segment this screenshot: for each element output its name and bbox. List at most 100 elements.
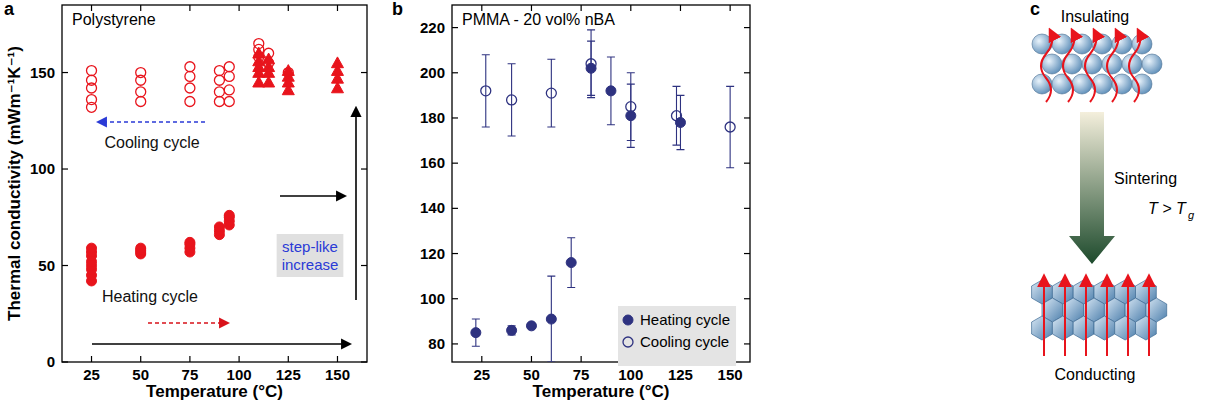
legend-marker (623, 315, 633, 325)
panel-letter: a (4, 0, 15, 19)
x-tick (531, 356, 532, 362)
x-tick-label: 125 (276, 366, 301, 383)
heat-path (1063, 30, 1074, 102)
x-tick (238, 356, 239, 362)
x-tick-label: 75 (573, 366, 590, 383)
data-point (224, 96, 234, 106)
trend-arrow (280, 195, 345, 197)
y-tick-label: 100 (420, 290, 445, 307)
panel-letter: c (1030, 0, 1040, 19)
y-tick-label: 180 (420, 109, 445, 126)
annotation-box (277, 234, 344, 277)
y-tick-label: 200 (420, 64, 445, 81)
annotation: Heating cycle (102, 288, 198, 305)
data-point (224, 71, 234, 81)
annotation-line: increase (282, 256, 339, 273)
legend-marker (623, 337, 633, 347)
annotation-line: step-like (282, 238, 338, 255)
panel-title: Polystyrene (72, 11, 156, 28)
x-axis-title: Temperature (°C) (146, 382, 283, 401)
legend-label: Heating cycle (640, 311, 730, 328)
panel-title: PMMA - 20 vol% nBA (462, 11, 615, 28)
x-tick-label: 150 (718, 366, 743, 383)
grain (1032, 316, 1053, 340)
data-point (586, 59, 596, 69)
heat-path (1043, 276, 1045, 356)
data-point (507, 325, 517, 335)
heat-path (1085, 276, 1087, 356)
data-group (87, 39, 344, 286)
x-tick-top (730, 5, 731, 11)
data-point (87, 75, 97, 85)
y-tick (452, 117, 458, 118)
data-point (224, 62, 234, 72)
grain (1115, 316, 1136, 340)
error-bar (567, 238, 575, 288)
error-bar (547, 59, 555, 127)
panel-letter: b (392, 0, 403, 19)
data-point (87, 243, 97, 253)
y-axis-title: Thermal conductivity (mWm⁻¹K⁻¹) (5, 46, 24, 321)
data-point (185, 237, 195, 247)
condition-label: T > T (1148, 200, 1187, 217)
y-tick (452, 343, 458, 344)
cooling-arrow (98, 121, 205, 123)
y-tick (62, 265, 68, 266)
data-point (264, 48, 274, 58)
grain (1094, 316, 1115, 340)
x-tick (581, 356, 582, 362)
data-point (671, 111, 681, 121)
y-tick-label: 80 (428, 335, 445, 352)
x-tick-label: 25 (83, 366, 100, 383)
y-tick (62, 361, 68, 362)
y-tick-right (361, 361, 367, 362)
x-tick (481, 356, 482, 362)
y-tick-right (744, 72, 750, 73)
data-point (87, 95, 97, 105)
y-tick-label: 160 (420, 154, 445, 171)
data-point (214, 87, 224, 97)
heating-arrow (148, 322, 228, 324)
data-point (224, 85, 234, 95)
x-tick (337, 356, 338, 362)
x-tick (288, 356, 289, 362)
x-axis-title: Temperature (°C) (533, 382, 670, 401)
data-point (566, 258, 576, 268)
x-tick-label: 25 (473, 366, 490, 383)
y-tick-right (361, 265, 367, 266)
particle (1132, 34, 1152, 54)
data-point (331, 57, 343, 68)
y-tick-right (744, 298, 750, 299)
heat-path (1127, 276, 1129, 356)
y-tick (452, 27, 458, 28)
x-tick-label: 50 (132, 366, 149, 383)
heat-path (1085, 30, 1096, 102)
data-point (626, 102, 636, 112)
data-point (507, 95, 517, 105)
heat-path (1064, 276, 1066, 356)
y-tick-label: 0 (47, 353, 55, 370)
legend: Heating cycleCooling cycle (618, 306, 736, 366)
x-tick-label: 100 (227, 366, 252, 383)
x-tick-top (238, 5, 239, 11)
data-point (136, 68, 146, 78)
annotation: step-likeincrease (282, 238, 339, 273)
y-tick-right (361, 72, 367, 73)
annotations: Cooling cycleHeating cyclestep-likeincre… (92, 108, 356, 344)
data-point (283, 68, 293, 78)
data-point (214, 222, 224, 232)
particle (1052, 34, 1072, 54)
y-tick (452, 163, 458, 164)
y-tick (452, 72, 458, 73)
data-point (725, 122, 735, 132)
legend-background (618, 306, 736, 366)
error-bar (672, 86, 680, 145)
y-tick-label: 220 (420, 19, 445, 36)
y-tick-right (744, 253, 750, 254)
x-tick-label: 50 (523, 366, 540, 383)
y-tick-label: 50 (38, 257, 55, 274)
data-point (214, 66, 224, 76)
process-arrow (1069, 112, 1115, 264)
data-point (185, 71, 195, 81)
y-tick-label: 120 (420, 245, 445, 262)
